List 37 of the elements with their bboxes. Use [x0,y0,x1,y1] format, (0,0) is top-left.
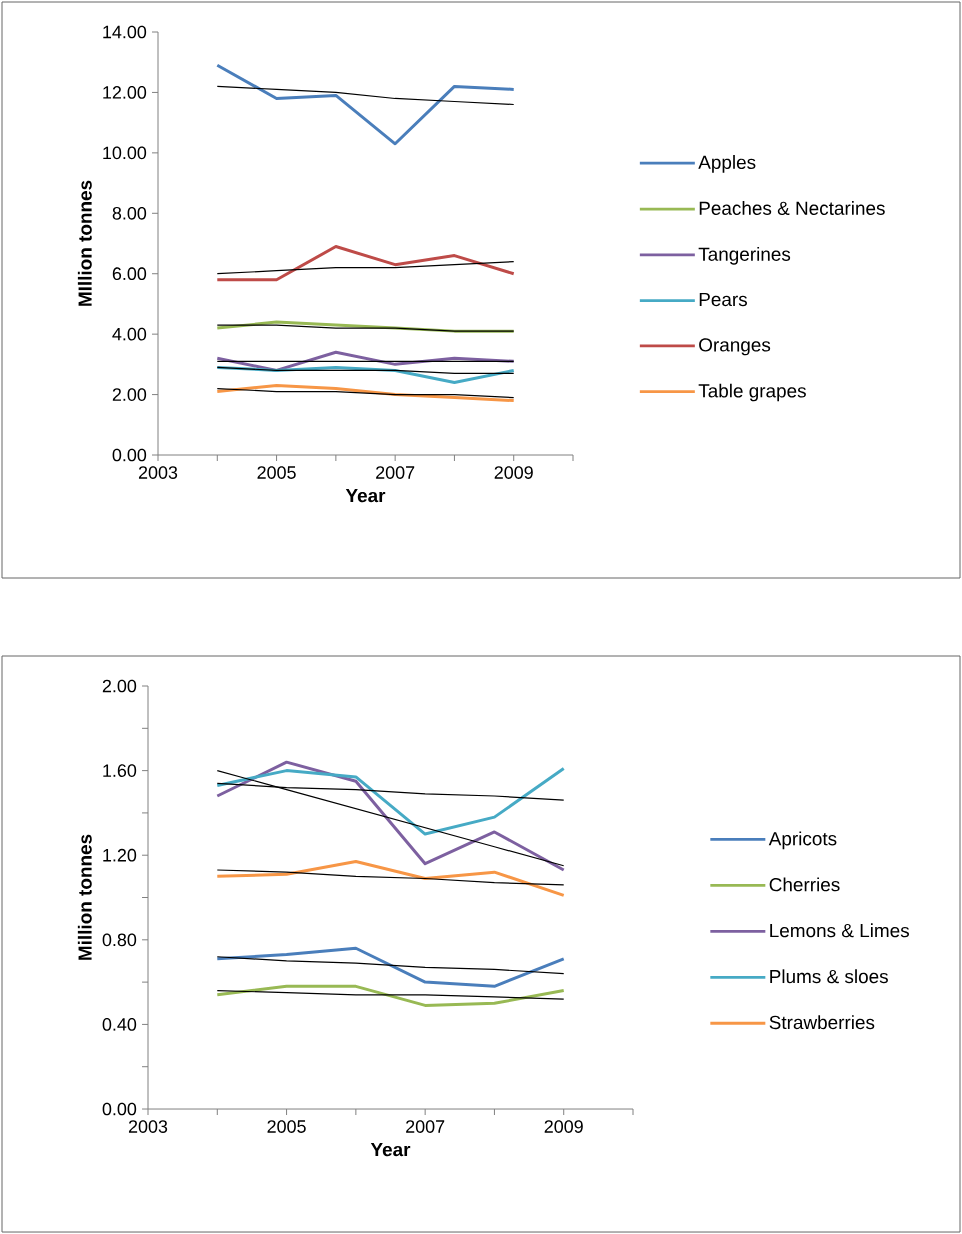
x-tick-label: 2003 [128,1120,168,1133]
legend-label: Tangerines [698,246,791,265]
legend-label: Oranges [699,338,771,356]
x-tick-label: 2009 [544,1120,583,1133]
legend-label: Apples [698,155,756,173]
y-tick-label: 0.00 [112,448,147,462]
legend-label: Plums & sloes [770,969,888,984]
y-tick-label: 10.00 [103,146,147,160]
y-tick-label: 0.40 [102,1018,137,1031]
x-tick-label: 2003 [138,466,178,479]
x-axis-title: Year [345,489,386,503]
legend-label: Lemons & Limes [770,923,909,938]
y-axis-title: Million tonnes [77,834,92,960]
y-tick-label: 8.00 [112,206,147,220]
x-tick-label: 2007 [406,1120,445,1133]
y-tick-label: 0.00 [102,1102,137,1116]
legend-label: Apricots [768,831,837,850]
x-tick-label: 2009 [494,466,533,479]
x-tick-label: 2007 [376,466,415,479]
y-tick-label: 6.00 [112,267,147,281]
legend-label: Pears [699,292,747,307]
x-tick-label: 2005 [257,466,296,479]
y-tick-label: 2.00 [112,388,147,401]
y-axis-title: MIllion tonnes [77,180,92,306]
y-tick-label: 14.00 [103,25,147,39]
y-tick-label: 2.00 [102,679,137,693]
legend-label: Peaches & Nectarines [699,201,885,215]
y-tick-label: 1.20 [103,848,137,862]
y-tick-label: 4.00 [112,327,147,341]
y-tick-label: 1.60 [103,764,137,777]
legend-label: Table grapes [698,383,806,402]
y-tick-label: 0.80 [102,933,137,947]
y-tick-label: 12.00 [103,86,147,99]
legend-label: Cherries [769,877,840,892]
x-tick-label: 2005 [267,1120,306,1133]
legend-label: Strawberries [769,1015,875,1030]
x-axis-title: Year [370,1143,411,1157]
